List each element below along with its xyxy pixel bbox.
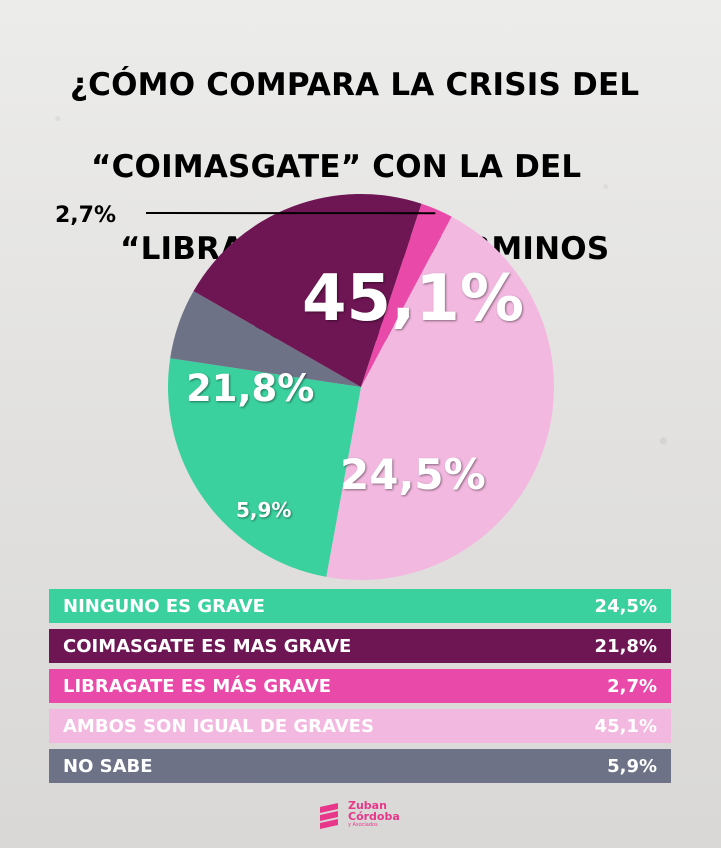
slice-label-ninguno: 24,5%	[340, 450, 486, 499]
pie-slice-ninguno	[168, 358, 361, 577]
legend-value-coimasgate: 21,8%	[594, 635, 657, 657]
legend-label-libragate: LIBRAGATE ES MÁS GRAVE	[63, 675, 331, 697]
legend-row-coimasgate: COIMASGATE ES MAS GRAVE 21,8%	[49, 629, 671, 663]
legend-label-ambos: AMBOS SON IGUAL DE GRAVES	[63, 715, 374, 737]
pie-slice-nosabe	[170, 291, 361, 387]
title-line-1: ¿CÓMO COMPARA LA CRISIS DEL	[70, 67, 640, 103]
pie-slice-libragate	[361, 203, 452, 387]
logo-sub: y Asociados	[348, 822, 378, 828]
legend-table: NINGUNO ES GRAVE 24,5% COIMASGATE ES MAS…	[49, 589, 671, 789]
slice-label-nosabe: 5,9%	[236, 498, 292, 522]
legend-row-ninguno: NINGUNO ES GRAVE 24,5%	[49, 589, 671, 623]
legend-row-ambos: AMBOS SON IGUAL DE GRAVES 45,1%	[49, 709, 671, 743]
zuban-cordoba-logo: Zuban Córdoba y Asociados	[318, 800, 400, 829]
logo-line-1: Zuban	[348, 799, 387, 812]
legend-value-libragate: 2,7%	[607, 675, 657, 697]
pie-chart	[146, 193, 554, 580]
logo-mark-icon	[320, 802, 338, 829]
legend-label-ninguno: NINGUNO ES GRAVE	[63, 595, 265, 617]
legend-value-ambos: 45,1%	[594, 715, 657, 737]
title-line-2: “COIMASGATE” CON LA DEL	[91, 149, 582, 185]
legend-label-nosabe: NO SABE	[63, 755, 153, 777]
slice-label-coimasgate: 21,8%	[186, 367, 315, 410]
slice-label-ambos: 45,1%	[302, 262, 525, 336]
legend-row-libragate: LIBRAGATE ES MÁS GRAVE 2,7%	[49, 669, 671, 703]
legend-value-ninguno: 24,5%	[594, 595, 657, 617]
logo-text: Zuban Córdoba y Asociados	[348, 800, 400, 829]
legend-value-nosabe: 5,9%	[607, 755, 657, 777]
legend-row-nosabe: NO SABE 5,9%	[49, 749, 671, 783]
slice-label-libragate: 2,7%	[55, 203, 117, 228]
pie-slice-ambos	[326, 216, 554, 580]
logo-line-2: Córdoba	[348, 810, 400, 823]
legend-label-coimasgate: COIMASGATE ES MAS GRAVE	[63, 635, 352, 657]
pie-slice-coimasgate	[193, 193, 422, 387]
